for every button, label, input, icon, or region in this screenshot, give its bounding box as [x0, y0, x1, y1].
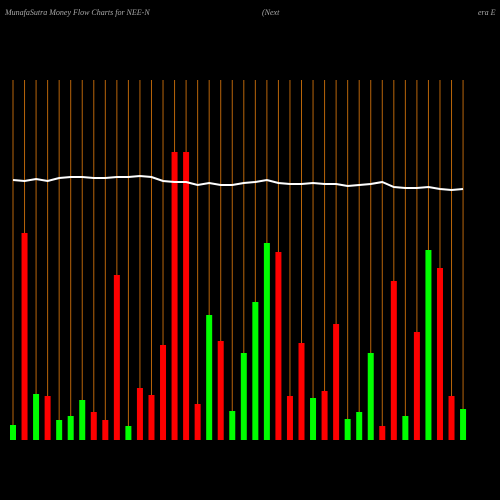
bar [460, 409, 467, 440]
bar [402, 416, 409, 440]
bar [194, 404, 201, 440]
bar [183, 152, 190, 440]
bar [240, 353, 247, 440]
bar [44, 396, 51, 440]
bar [413, 332, 420, 440]
bar [56, 420, 63, 440]
bar [90, 412, 97, 440]
bar [217, 341, 224, 440]
bar [160, 345, 167, 440]
bar [448, 396, 455, 440]
bar [229, 411, 236, 440]
bar [102, 420, 109, 440]
bar [113, 275, 120, 440]
bar [425, 250, 432, 440]
bar [321, 391, 328, 440]
chart-subtitle: era E [478, 8, 496, 17]
bar [275, 252, 282, 440]
bar [390, 281, 397, 440]
bar [263, 243, 270, 440]
bar [136, 388, 143, 440]
bar [206, 315, 213, 440]
bar [333, 324, 340, 440]
bar [286, 396, 293, 440]
bar [171, 152, 178, 440]
bar [33, 394, 40, 440]
bar [310, 398, 317, 440]
bar [21, 233, 28, 440]
chart-subtitle: (Next [262, 8, 280, 17]
chart-title: MunafaSutra Money Flow Charts for NEE-N [4, 8, 150, 17]
bar [148, 395, 155, 440]
bar [379, 426, 386, 440]
bar [125, 426, 132, 440]
bar [298, 343, 305, 440]
bar [367, 353, 374, 440]
bar [252, 302, 259, 440]
bar [67, 416, 74, 440]
money-flow-line [12, 174, 464, 192]
bar [436, 268, 443, 440]
bar [356, 412, 363, 440]
bar [10, 425, 16, 440]
bar [79, 400, 86, 440]
bar [344, 419, 351, 440]
